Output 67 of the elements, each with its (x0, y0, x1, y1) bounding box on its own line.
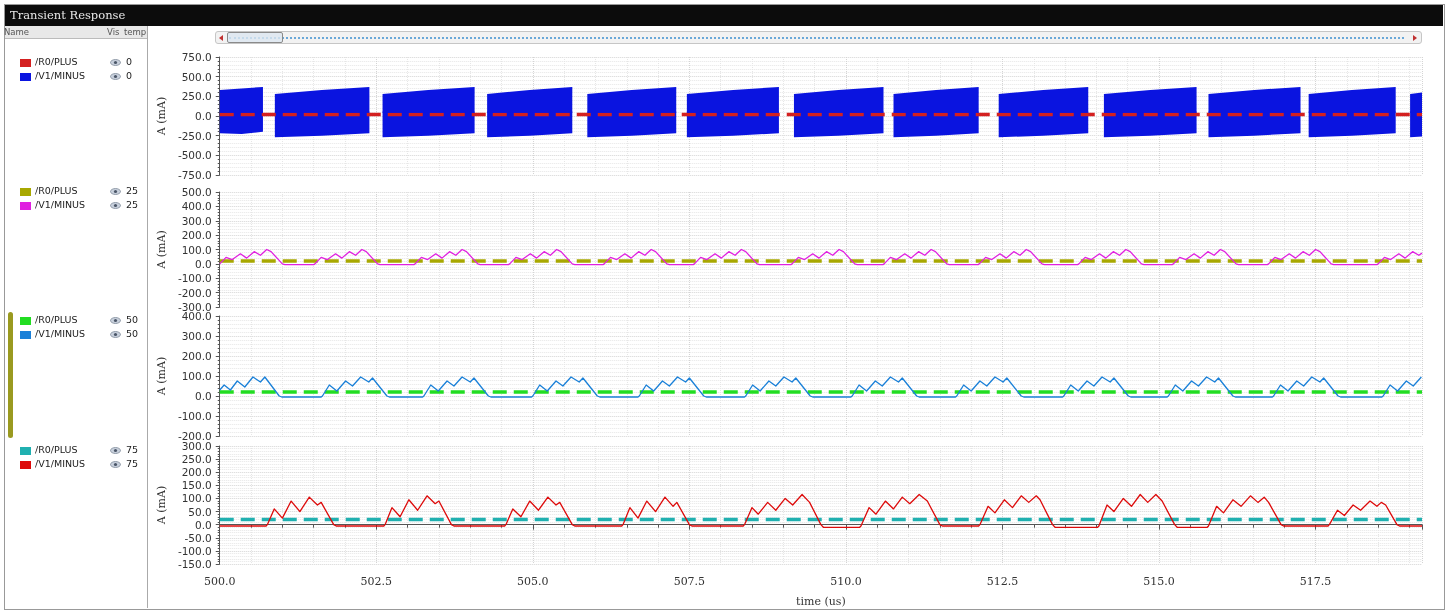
text: 25 (126, 185, 139, 196)
y-tick-label: -150.0 (177, 558, 212, 570)
legend-label: /R0/PLUS (35, 56, 78, 67)
y-tick-label: 150.0 (181, 479, 212, 492)
text: 50 (126, 314, 139, 325)
y-tick-label: 0.0 (195, 518, 212, 531)
x-tick-label: 517.5 (1299, 575, 1332, 588)
text: Transient Response (10, 8, 126, 22)
x-tick-label: 512.5 (986, 575, 1019, 588)
y-tick-label: -100.0 (177, 544, 212, 557)
y-tick-label: -100.0 (177, 410, 212, 422)
y-axis-title: A (mA) (155, 485, 168, 526)
y-tick-label: 0.0 (195, 257, 212, 270)
y-tick-label: 500.0 (181, 186, 212, 198)
text: temp (124, 27, 147, 37)
y-tick-label: 750.0 (181, 51, 212, 63)
text: Name (4, 27, 30, 37)
text: 25 (126, 199, 139, 210)
y-tick-label: 0.0 (195, 110, 212, 122)
legend-label: /V1/MINUS (35, 199, 86, 210)
y-tick-label: -300.0 (177, 301, 212, 313)
legend-label: /R0/PLUS (35, 185, 78, 196)
x-tick-label: 510.0 (830, 575, 862, 588)
x-tick-label: 502.5 (360, 575, 393, 588)
y-tick-label: -50.0 (184, 531, 212, 544)
y-tick-label: 250.0 (181, 90, 212, 103)
y-tick-label: 200.0 (181, 466, 212, 479)
x-axis-title: time (us) (796, 595, 846, 608)
y-tick-label: 50.0 (188, 505, 212, 518)
text: 0 (126, 56, 133, 67)
y-tick-label: 200.0 (181, 229, 212, 242)
text: 0 (126, 70, 133, 81)
legend-label: /R0/PLUS (35, 314, 78, 325)
y-tick-label: 200.0 (181, 350, 212, 362)
x-tick-label: 507.5 (673, 575, 706, 588)
y-tick-label: 250.0 (181, 453, 212, 466)
line-series (219, 376, 1423, 398)
y-tick-label: 400.0 (181, 200, 212, 213)
y-tick-label: -750.0 (177, 169, 212, 181)
y-tick-label: 400.0 (181, 310, 212, 322)
y-tick-label: 300.0 (181, 440, 212, 452)
text: 75 (126, 444, 139, 455)
y-axis-title: A (mA) (155, 96, 168, 137)
legend-label: /V1/MINUS (35, 328, 86, 339)
text: 75 (126, 458, 139, 469)
y-tick-label: 100.0 (181, 370, 212, 382)
y-tick-label: 0.0 (195, 390, 212, 402)
text: Vis (107, 27, 120, 37)
x-tick-label: 505.0 (517, 575, 549, 588)
y-tick-label: -250.0 (177, 129, 212, 142)
y-tick-label: 100.0 (181, 492, 212, 505)
y-tick-label: -100.0 (177, 272, 212, 285)
y-tick-label: -200.0 (177, 430, 212, 442)
y-tick-label: 300.0 (181, 214, 212, 227)
y-tick-label: -200.0 (177, 286, 212, 299)
legend-label: /V1/MINUS (35, 458, 86, 469)
y-tick-label: 100.0 (181, 243, 212, 256)
y-tick-label: 300.0 (181, 330, 212, 342)
y-axis-title: A (mA) (155, 356, 168, 397)
x-tick-label: 500.0 (204, 575, 236, 588)
legend-label: /R0/PLUS (35, 444, 78, 455)
y-axis-title: A (mA) (155, 230, 168, 270)
y-tick-label: 500.0 (181, 70, 212, 83)
text: 50 (126, 328, 139, 339)
y-tick-label: -500.0 (177, 149, 212, 162)
legend-label: /V1/MINUS (35, 70, 86, 81)
x-tick-label: 515.0 (1143, 575, 1175, 588)
